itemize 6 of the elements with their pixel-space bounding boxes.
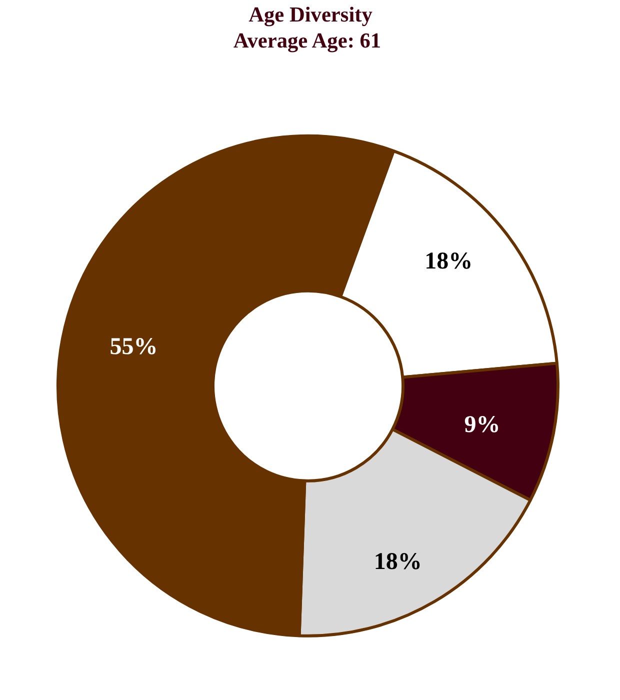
chart-title: Age Diversity — [248, 2, 373, 26]
data-label: 18% — [374, 548, 422, 575]
data-label: 55% — [110, 334, 158, 360]
data-label: 9% — [464, 412, 500, 438]
chart-subtitle: Average Age: 61 — [233, 28, 382, 52]
data-label: 18% — [424, 248, 473, 274]
